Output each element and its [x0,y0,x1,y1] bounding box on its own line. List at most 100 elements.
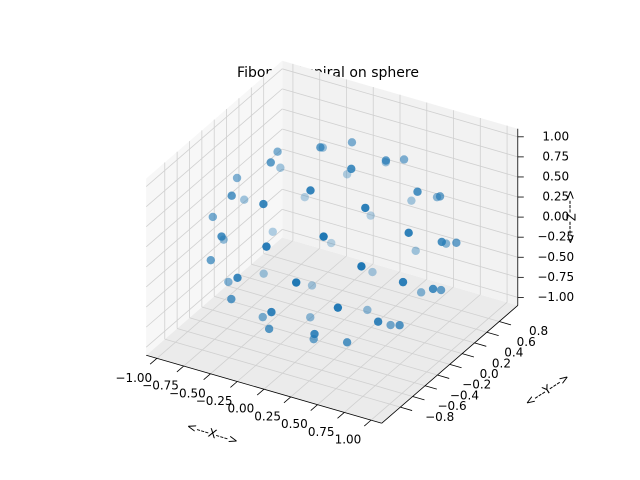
point [404,228,413,238]
grid-line [282,148,518,218]
z-tick-label: 0.75 [542,149,569,163]
x-tick-label: 0.25 [254,409,281,423]
y-tick-label: −0.4 [450,388,479,402]
x-tick-label: −0.25 [196,394,233,408]
tick-mark [462,353,475,358]
point [319,232,328,241]
x-tick-label: −0.75 [142,379,179,393]
grid-line [282,208,518,278]
point [227,294,236,304]
tick-mark [256,388,265,396]
grid-line [145,108,283,228]
grid-line [145,209,283,328]
point [300,192,309,202]
point [264,324,274,334]
y-axis-label: <---Y---> [522,370,572,409]
y-tick-label: 0.6 [517,335,536,349]
tick-mark [230,381,238,388]
point [259,269,268,278]
grid-line [214,295,450,365]
point [366,211,375,220]
z-tick-label: −0.25 [537,230,574,244]
point [428,284,438,294]
z-tick-label: 1.00 [542,129,569,143]
point [347,138,357,147]
point [267,307,276,317]
point [357,262,366,271]
y-tick-label: −0.8 [425,410,454,424]
x-tick-label: 1.00 [335,433,362,447]
x-axis-label: <---X---> [185,419,240,448]
tick-mark [337,412,345,419]
grid-line [145,188,283,308]
y-tick-label: 0.8 [529,324,548,338]
tick-mark [474,342,487,347]
tick-mark [486,331,499,336]
tick-mark [437,374,450,379]
x-tick-label: 0.50 [281,417,308,431]
point [206,255,215,265]
y-tick-label: 0.0 [480,367,499,381]
point [227,191,236,200]
point [395,321,404,330]
grid-line [201,306,438,376]
tick-mark [449,363,462,369]
grid-line [145,168,283,288]
grid-line [251,263,487,333]
point [276,163,285,172]
point [273,147,282,156]
point [386,320,395,330]
point [268,227,277,236]
x-tick-label: −0.50 [169,386,206,400]
y-tick-label: −0.2 [462,378,491,392]
tick-mark [400,406,413,411]
x-axis-line [146,354,382,424]
point [217,232,226,241]
point [333,303,343,312]
z-tick-label: 0.00 [542,210,569,224]
point [413,187,422,196]
grid-line [145,229,283,348]
grid-line [189,317,426,387]
point [361,203,370,213]
point [306,313,315,322]
x-tick-label: 0.00 [228,402,255,416]
grid-line [282,229,518,298]
point [452,238,461,247]
point [266,158,275,167]
grid-line [145,88,283,207]
grid-line [282,108,518,178]
point [307,281,317,290]
y-tick-label: −0.6 [437,399,466,413]
point [437,237,446,247]
point [347,164,356,174]
point [416,288,426,297]
grid-line [164,338,401,408]
point [310,329,319,339]
y-axis-line [381,305,519,424]
point [262,242,271,251]
point [399,155,409,164]
tick-mark [176,365,184,373]
y-tick-label: 0.2 [492,356,511,370]
point [316,143,325,152]
grid-line [282,168,518,238]
tick-mark [149,358,158,365]
grid-line [282,68,518,138]
point [327,238,336,248]
z-tick-label: −1.00 [537,290,574,304]
grid-line [177,328,413,397]
grid-line [226,285,463,355]
grid-line [145,148,283,268]
z-tick-label: −0.75 [537,270,574,284]
point [363,305,372,315]
tick-mark [283,396,292,404]
point [407,196,416,205]
y-tick-label: 0.4 [504,346,523,360]
grid-line [145,128,283,248]
point [435,192,445,201]
x-tick-label: −1.00 [115,371,152,385]
tick-mark [499,321,512,326]
point [398,277,408,287]
